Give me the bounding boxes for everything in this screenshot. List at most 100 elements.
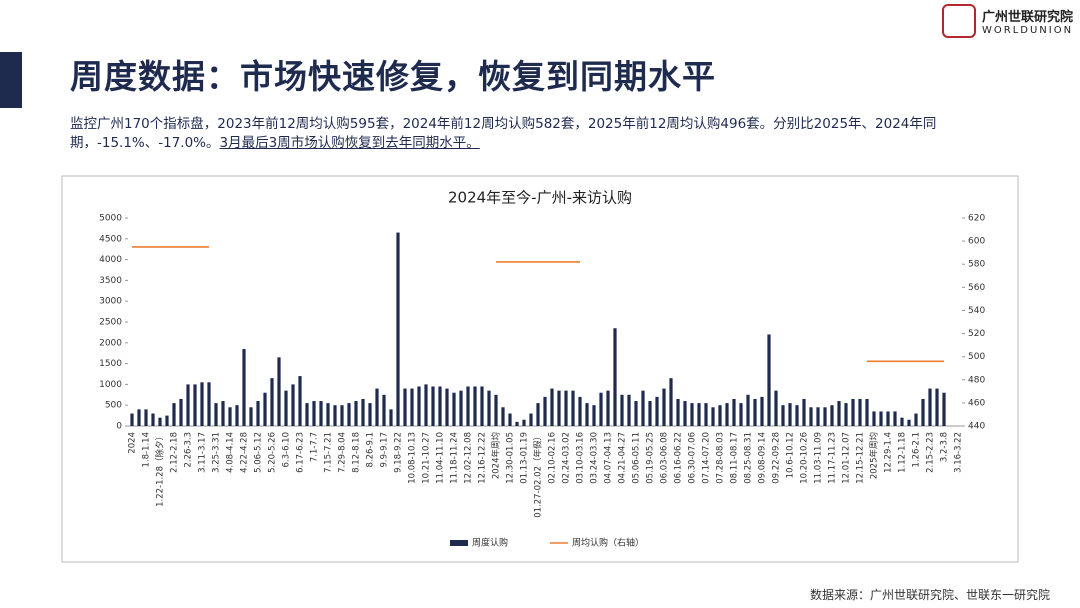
bar xyxy=(431,386,435,426)
x-tick-label: 03.10-03.16 xyxy=(576,432,586,484)
bar xyxy=(564,390,568,426)
bar xyxy=(550,388,554,426)
bar xyxy=(536,403,540,426)
bar xyxy=(746,394,750,426)
x-tick-label: 09.22-09.28 xyxy=(772,432,782,484)
bar xyxy=(522,419,526,426)
x-tick-label: 11.17-11.23 xyxy=(828,432,838,484)
logo-cn: 广州世联研究院 xyxy=(982,10,1074,25)
bar xyxy=(795,405,799,426)
bar xyxy=(606,390,610,426)
bar xyxy=(858,398,862,426)
x-tick-label: 11.03-11.09 xyxy=(814,432,824,484)
bar xyxy=(221,401,225,426)
bar xyxy=(312,401,316,426)
bar xyxy=(172,403,176,426)
bar xyxy=(396,232,400,426)
bar xyxy=(802,398,806,426)
x-tick-label: 04.07-04.13 xyxy=(604,432,614,484)
bar xyxy=(851,398,855,426)
x-tick-label: 09.08-09.14 xyxy=(758,432,768,484)
x-tick-label: 11.04-11.10 xyxy=(436,432,446,484)
x-tick-label: 06.30-07.06 xyxy=(688,432,698,484)
x-tick-label: 9.9-9.17 xyxy=(380,432,390,468)
bar xyxy=(634,401,638,426)
bar xyxy=(305,403,309,426)
x-tick-label: 5.06-5.12 xyxy=(254,432,264,473)
y-tick-label: 0 xyxy=(116,422,122,432)
bar xyxy=(662,388,666,426)
y2-tick-label: 480 xyxy=(968,375,985,385)
x-tick-label: 02.24-03.02 xyxy=(562,432,572,484)
x-tick-label: 8.12-8.18 xyxy=(352,432,362,473)
x-tick-label: 08.25-08.31 xyxy=(744,432,754,484)
x-tick-label: 06.16-06.22 xyxy=(674,432,684,484)
x-tick-label: 7.1-7.7 xyxy=(310,432,320,462)
x-tick-label: 12.29-1.4 xyxy=(884,432,894,473)
y-tick-label: 1000 xyxy=(99,380,122,390)
bar xyxy=(354,401,358,426)
x-tick-label: 1.26-2.1 xyxy=(912,432,922,468)
x-tick-label: 12.30-01.05 xyxy=(506,432,516,484)
bar xyxy=(774,390,778,426)
bar xyxy=(368,403,372,426)
y-tick-label: 3000 xyxy=(99,297,122,307)
y2-tick-label: 520 xyxy=(968,329,985,339)
x-tick-label: 2025年周均 xyxy=(869,432,880,479)
bar xyxy=(760,396,764,426)
bar xyxy=(879,411,883,426)
bar xyxy=(725,403,729,426)
x-tick-label: 6.17-6.23 xyxy=(296,432,306,473)
bar xyxy=(333,405,337,426)
x-tick-label: 01.13-01.19 xyxy=(520,432,530,484)
y2-tick-label: 460 xyxy=(968,398,985,408)
bar xyxy=(886,411,890,426)
bar xyxy=(669,378,673,426)
x-tick-label: 08.11-08.17 xyxy=(730,432,740,484)
bar xyxy=(249,407,253,426)
bar xyxy=(893,411,897,426)
y2-tick-label: 500 xyxy=(968,352,985,362)
x-tick-label: 12.16-12.22 xyxy=(478,432,488,484)
bar xyxy=(711,407,715,426)
bar xyxy=(466,386,470,426)
bar xyxy=(830,405,834,426)
bar xyxy=(690,403,694,426)
bar xyxy=(529,413,533,426)
y2-tick-label: 440 xyxy=(968,422,985,432)
bar xyxy=(256,401,260,426)
x-tick-label: 9.18-9.22 xyxy=(394,432,404,473)
x-tick-label: 03.24-03.30 xyxy=(590,432,600,484)
bar xyxy=(319,401,323,426)
bar xyxy=(613,328,617,426)
x-tick-label: 05.19-05.25 xyxy=(646,432,656,484)
x-tick-label: 6.3-6.10 xyxy=(282,432,292,468)
x-tick-label: 3.11-3.17 xyxy=(198,432,208,473)
y-tick-label: 500 xyxy=(105,401,122,411)
bar xyxy=(592,405,596,426)
bar xyxy=(788,403,792,426)
bar xyxy=(865,398,869,426)
y-tick-label: 4500 xyxy=(99,234,122,244)
x-tick-label: 04.21-04.27 xyxy=(618,432,628,484)
bar xyxy=(872,411,876,426)
bar xyxy=(571,390,575,426)
bar xyxy=(158,417,162,426)
avg-line xyxy=(132,246,944,363)
bar xyxy=(207,382,211,426)
bar xyxy=(151,413,155,426)
x-tick-label: 11.18-11.24 xyxy=(450,432,460,484)
x-tick-label: 2.15-2.23 xyxy=(926,432,936,473)
x-tick-label: 10.6-10.12 xyxy=(786,432,796,478)
bar xyxy=(578,396,582,426)
bar xyxy=(263,392,267,426)
bar xyxy=(326,403,330,426)
y2-tick-label: 540 xyxy=(968,306,985,316)
bar xyxy=(473,386,477,426)
bar xyxy=(214,403,218,426)
bar xyxy=(620,394,624,426)
bar xyxy=(389,409,393,426)
bar xyxy=(837,401,841,426)
x-tick-label: 10.20-10.26 xyxy=(800,432,810,484)
